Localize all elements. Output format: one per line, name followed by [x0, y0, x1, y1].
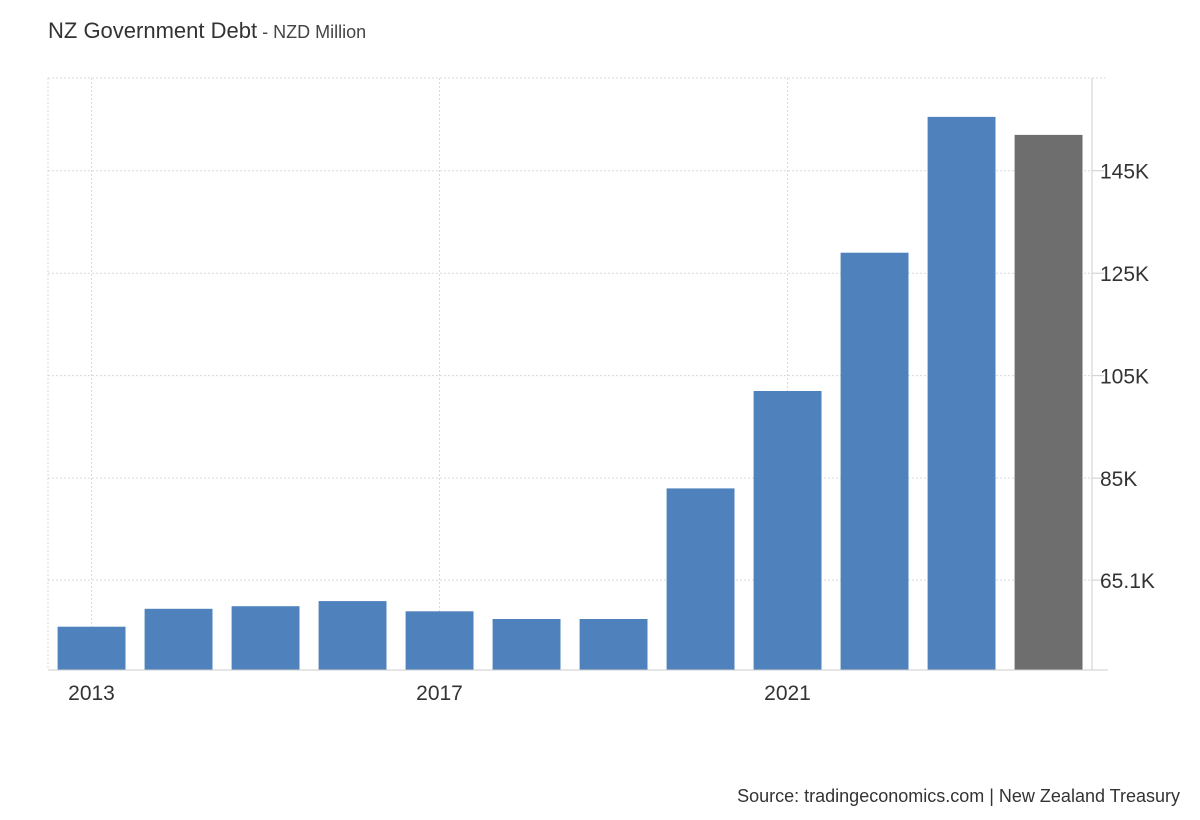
y-tick-label: 125K — [1100, 263, 1149, 286]
chart-subtitle: NZD Million — [273, 22, 367, 42]
bar-2024 — [1014, 134, 1083, 670]
y-tick-label: 65.1K — [1100, 570, 1155, 593]
bar-2020 — [666, 488, 735, 670]
axes — [48, 78, 1108, 671]
x-tick-label: 2017 — [416, 682, 463, 705]
bar-2022 — [840, 252, 909, 670]
source-note: Source: tradingeconomics.com | New Zeala… — [737, 786, 1180, 806]
title-separator: - — [257, 22, 274, 42]
bar-2014 — [144, 608, 213, 670]
bar-chart: 65.1K 85K 105K 125K 145K 2013 2017 2021 — [47, 77, 1155, 705]
bar-2015 — [231, 606, 300, 670]
chart-title: NZ Government Debt - NZD Million — [48, 18, 366, 44]
bar-2013 — [57, 626, 126, 670]
bars — [57, 116, 1083, 670]
bar-2023 — [927, 116, 996, 670]
bar-2021 — [753, 391, 822, 670]
bar-2019 — [579, 619, 648, 670]
tick-labels: 65.1K 85K 105K 125K 145K 2013 2017 2021 — [68, 161, 1155, 705]
bar-2016 — [318, 601, 387, 670]
chart-title-text: NZ Government Debt — [48, 18, 258, 43]
x-tick-label: 2021 — [764, 682, 811, 705]
bar-2018 — [492, 619, 561, 670]
y-tick-label: 145K — [1100, 161, 1149, 184]
bar-2017 — [405, 611, 474, 670]
y-tick-label: 85K — [1100, 468, 1137, 491]
x-tick-label: 2013 — [68, 682, 115, 705]
y-tick-label: 105K — [1100, 366, 1149, 389]
